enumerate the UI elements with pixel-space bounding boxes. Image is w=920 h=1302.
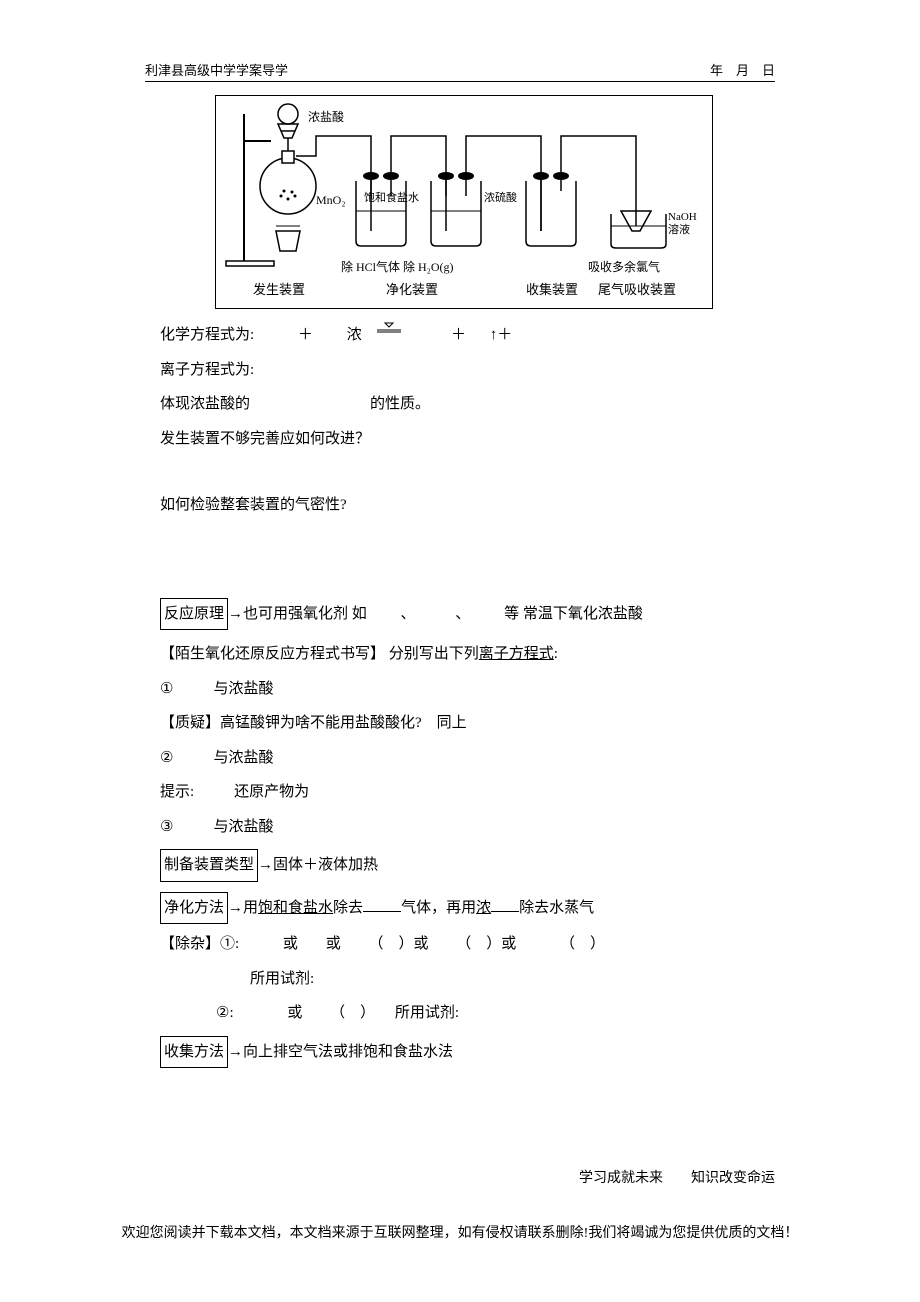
header-right: 年 月 日 [710, 60, 775, 79]
label-baohe: 饱和食盐水 [364, 192, 419, 205]
apparatus-diagram: 浓盐酸 MnO₂ 饱和食盐水 浓硫酸 NaOH溶液 除 HCl气体 除 H₂O(… [215, 95, 713, 309]
label-nongyansu: 浓盐酸 [308, 106, 344, 129]
label-naoh: NaOH溶液 [668, 211, 697, 237]
box-principle: 反应原理 [160, 598, 228, 631]
line-purify: 净化方法→用饱和食盐水除去气体，再用浓除去水蒸气 [160, 892, 775, 925]
line-property: 体现浓盐酸的的性质。 [160, 390, 775, 419]
line-airtight: 如何检验整套装置的气密性? [160, 491, 775, 520]
label-fasheng: 发生装置 [253, 278, 305, 303]
label-mno2: MnO₂ [316, 189, 346, 212]
box-apparatus: 制备装置类型 [160, 849, 258, 882]
line-ion-equation: 离子方程式为: [160, 356, 775, 385]
line-apparatus-type: 制备装置类型→固体＋液体加热 [160, 849, 775, 882]
line-item3: ③与浓盐酸 [160, 813, 775, 842]
line-unfamiliar: 【陌生氧化还原反应方程式书写】 分别写出下列离子方程式: [160, 640, 775, 669]
line-principle: 反应原理→也可用强氧化剂 如 、 、 等 常温下氧化浓盐酸 [160, 598, 775, 631]
label-xishou: 吸收多余氯气 [588, 256, 660, 279]
line-chemistry-equation: 化学方程式为: ＋ 浓 ＋ ↑＋ [160, 321, 775, 350]
footer-motto: 学习成就未来 知识改变命运 [579, 1167, 775, 1187]
heat-arrow-icon [375, 321, 403, 335]
line-improve: 发生装置不够完善应如何改进？ [160, 425, 775, 454]
header-left: 利津县高级中学学案导学 [145, 60, 288, 79]
footer-disclaimer: 欢迎您阅读并下载本文档，本文档来源于互联网整理，如有侵权请联系删除!我们将竭诚为… [82, 1222, 838, 1242]
page-header: 利津县高级中学学案导学 年 月 日 [145, 60, 775, 82]
label-shouji: 收集装置 [526, 278, 578, 303]
label-weiqi: 尾气吸收装置 [598, 278, 676, 303]
line-hint: 提示:还原产物为 [160, 778, 775, 807]
line-question: 【质疑】高锰酸钾为啥不能用盐酸酸化? 同上 [160, 709, 775, 738]
label-nongliusuan: 浓硫酸 [484, 192, 517, 205]
line-reagent1: 所用试剂: [160, 965, 775, 994]
main-content: 浓盐酸 MnO₂ 饱和食盐水 浓硫酸 NaOH溶液 除 HCl气体 除 H₂O(… [160, 95, 775, 1074]
line-item2: ②与浓盐酸 [160, 744, 775, 773]
label-chuhcl: 除 HCl气体 除 H₂O(g) [341, 256, 454, 279]
box-purify: 净化方法 [160, 892, 228, 925]
label-jinghua: 净化装置 [386, 278, 438, 303]
box-collect: 收集方法 [160, 1036, 228, 1069]
line-remove2: ②: 或 （ ） 所用试剂: [160, 999, 775, 1028]
line-remove1: 【除杂】①: 或 或 （ ）或 （ ）或 （ ） [160, 930, 775, 959]
line-collect: 收集方法→向上排空气法或排饱和食盐水法 [160, 1036, 775, 1069]
line-item1: ①与浓盐酸 [160, 675, 775, 704]
